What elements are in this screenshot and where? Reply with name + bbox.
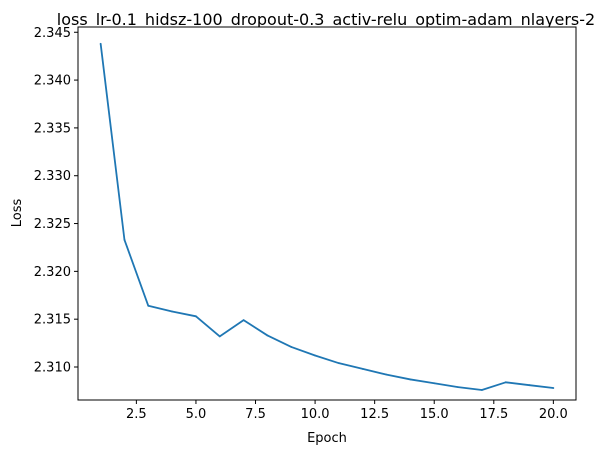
loss-data-point: [266, 334, 269, 337]
x-tick-label: 5.0: [186, 407, 207, 422]
loss-data-point: [147, 304, 150, 307]
y-tick-label: 2.315: [34, 313, 71, 328]
x-tick-label: 10.0: [301, 407, 330, 422]
x-tick-label: 15.0: [420, 407, 449, 422]
x-tick-label: 20.0: [539, 407, 568, 422]
loss-data-point: [385, 373, 388, 376]
chart-title: loss_lr-0.1_hidsz-100_dropout-0.3_activ-…: [57, 10, 595, 30]
plot-area: [78, 27, 576, 400]
tick-layer: 2.5 5.0 7.5 10.0 12.5 15.0 17.5 20.0 2.310 2.315 2…: [34, 26, 568, 422]
y-axis-label: Loss: [10, 199, 25, 228]
loss-data-point: [99, 42, 102, 45]
y-tick-label: 2.310: [34, 361, 71, 376]
plot-frame: [77, 26, 577, 401]
loss-data-point: [457, 386, 459, 388]
loss-series-line: [99, 43, 554, 391]
loss-data-point: [361, 368, 364, 370]
loss-data-point: [218, 335, 221, 338]
x-tick-label: 2.5: [126, 407, 147, 422]
y-tick-label: 2.345: [34, 26, 71, 41]
x-tick-label: 17.5: [479, 407, 508, 422]
loss-data-point: [504, 381, 507, 384]
y-tick-label: 2.340: [34, 74, 71, 89]
y-tick-label: 2.335: [34, 121, 71, 136]
loss-data-point: [338, 362, 340, 365]
series-layer: [99, 42, 555, 391]
loss-data-point: [552, 387, 555, 389]
loss-data-point: [171, 310, 174, 313]
y-tick-label: 2.320: [34, 265, 71, 280]
loss-data-point: [409, 378, 412, 381]
x-axis-label: Epoch: [307, 431, 347, 446]
loss-data-point: [314, 354, 316, 357]
y-tick-label: 2.325: [34, 217, 71, 232]
x-tick-label: 7.5: [245, 407, 266, 422]
loss-data-point: [528, 384, 531, 387]
loss-data-point: [242, 319, 245, 322]
loss-data-point: [480, 389, 483, 391]
x-tick-label: 12.5: [360, 407, 389, 422]
y-tick-label: 2.330: [34, 169, 71, 184]
loss-data-point: [195, 315, 197, 318]
loss-data-point: [123, 238, 126, 241]
loss-data-point: [433, 382, 436, 385]
loss-data-point: [290, 346, 293, 348]
